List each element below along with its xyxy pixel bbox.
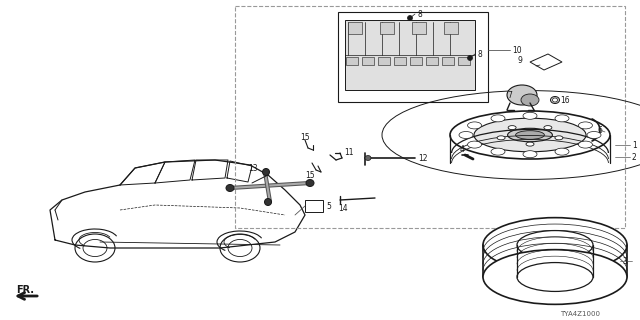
Bar — [362, 57, 374, 65]
Ellipse shape — [474, 118, 586, 152]
Ellipse shape — [459, 132, 473, 139]
Ellipse shape — [523, 112, 537, 119]
Ellipse shape — [264, 198, 271, 205]
Bar — [348, 22, 362, 34]
Bar — [444, 22, 458, 34]
Bar — [394, 57, 406, 65]
Bar — [338, 12, 488, 102]
Ellipse shape — [450, 111, 610, 159]
Ellipse shape — [408, 15, 413, 20]
Text: 11: 11 — [344, 148, 353, 156]
Ellipse shape — [517, 262, 593, 292]
Text: 3: 3 — [622, 257, 627, 266]
Text: 1: 1 — [632, 140, 637, 149]
Ellipse shape — [587, 132, 601, 139]
Ellipse shape — [517, 231, 593, 260]
Bar — [458, 57, 470, 65]
Ellipse shape — [516, 131, 545, 139]
Text: 9: 9 — [517, 55, 522, 65]
Ellipse shape — [497, 136, 505, 140]
Text: 7: 7 — [507, 91, 512, 100]
Ellipse shape — [365, 156, 371, 161]
Bar — [410, 57, 422, 65]
Text: 5: 5 — [326, 202, 331, 211]
Text: 13: 13 — [248, 164, 258, 172]
Ellipse shape — [552, 98, 557, 102]
Ellipse shape — [555, 115, 569, 122]
Text: 4: 4 — [460, 145, 465, 154]
Ellipse shape — [467, 55, 472, 60]
Ellipse shape — [468, 141, 481, 148]
Ellipse shape — [262, 169, 269, 175]
Ellipse shape — [483, 250, 627, 304]
Ellipse shape — [491, 148, 505, 155]
Ellipse shape — [508, 126, 516, 130]
Bar — [380, 22, 394, 34]
Text: 8: 8 — [477, 50, 482, 59]
Bar — [412, 22, 426, 34]
Bar — [305, 200, 323, 212]
Polygon shape — [530, 54, 562, 70]
Ellipse shape — [491, 115, 505, 122]
Text: 15: 15 — [305, 171, 315, 180]
Ellipse shape — [226, 185, 234, 191]
Ellipse shape — [526, 142, 534, 146]
Ellipse shape — [521, 94, 539, 106]
Text: TYA4Z1000: TYA4Z1000 — [560, 311, 600, 317]
Text: FR.: FR. — [16, 285, 34, 295]
Ellipse shape — [555, 148, 569, 155]
Ellipse shape — [468, 122, 481, 129]
Text: 6: 6 — [598, 125, 603, 134]
Text: 16: 16 — [560, 95, 570, 105]
Ellipse shape — [579, 122, 593, 129]
Text: 8: 8 — [417, 10, 422, 19]
Ellipse shape — [507, 85, 537, 105]
Ellipse shape — [483, 218, 627, 272]
Ellipse shape — [544, 126, 552, 130]
Ellipse shape — [523, 151, 537, 158]
Ellipse shape — [550, 97, 559, 103]
Bar — [442, 57, 454, 65]
Bar — [426, 57, 438, 65]
Text: 14: 14 — [338, 204, 348, 212]
Ellipse shape — [306, 180, 314, 187]
Ellipse shape — [579, 141, 593, 148]
Text: 10: 10 — [512, 45, 522, 54]
Text: 15: 15 — [300, 132, 310, 141]
Text: 2: 2 — [632, 153, 637, 162]
Text: 12: 12 — [418, 154, 428, 163]
Bar — [346, 57, 358, 65]
Bar — [235, 6, 625, 228]
Bar — [345, 20, 475, 90]
Ellipse shape — [508, 128, 552, 142]
Ellipse shape — [555, 136, 563, 140]
Bar — [378, 57, 390, 65]
